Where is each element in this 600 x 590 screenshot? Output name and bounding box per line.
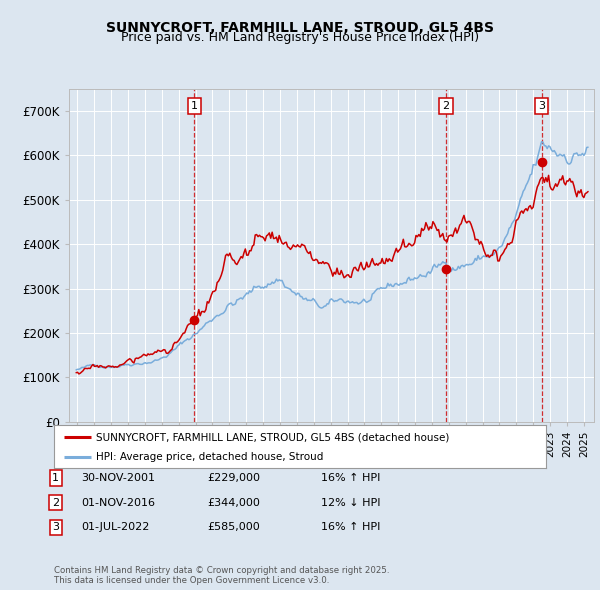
Text: 2: 2 <box>52 498 59 507</box>
Text: £344,000: £344,000 <box>207 498 260 507</box>
Text: SUNNYCROFT, FARMHILL LANE, STROUD, GL5 4BS: SUNNYCROFT, FARMHILL LANE, STROUD, GL5 4… <box>106 21 494 35</box>
Text: 2: 2 <box>443 101 449 112</box>
Text: Contains HM Land Registry data © Crown copyright and database right 2025.
This d: Contains HM Land Registry data © Crown c… <box>54 566 389 585</box>
Text: 01-NOV-2016: 01-NOV-2016 <box>81 498 155 507</box>
Text: Price paid vs. HM Land Registry's House Price Index (HPI): Price paid vs. HM Land Registry's House … <box>121 31 479 44</box>
Text: HPI: Average price, detached house, Stroud: HPI: Average price, detached house, Stro… <box>96 453 323 462</box>
Text: SUNNYCROFT, FARMHILL LANE, STROUD, GL5 4BS (detached house): SUNNYCROFT, FARMHILL LANE, STROUD, GL5 4… <box>96 432 449 442</box>
Text: £229,000: £229,000 <box>207 473 260 483</box>
Text: 01-JUL-2022: 01-JUL-2022 <box>81 523 149 532</box>
Text: 30-NOV-2001: 30-NOV-2001 <box>81 473 155 483</box>
Text: 1: 1 <box>191 101 198 112</box>
Text: 1: 1 <box>52 473 59 483</box>
Text: 3: 3 <box>52 523 59 532</box>
Text: 12% ↓ HPI: 12% ↓ HPI <box>321 498 380 507</box>
Text: £585,000: £585,000 <box>207 523 260 532</box>
Text: 16% ↑ HPI: 16% ↑ HPI <box>321 473 380 483</box>
Text: 16% ↑ HPI: 16% ↑ HPI <box>321 523 380 532</box>
Text: 3: 3 <box>538 101 545 112</box>
